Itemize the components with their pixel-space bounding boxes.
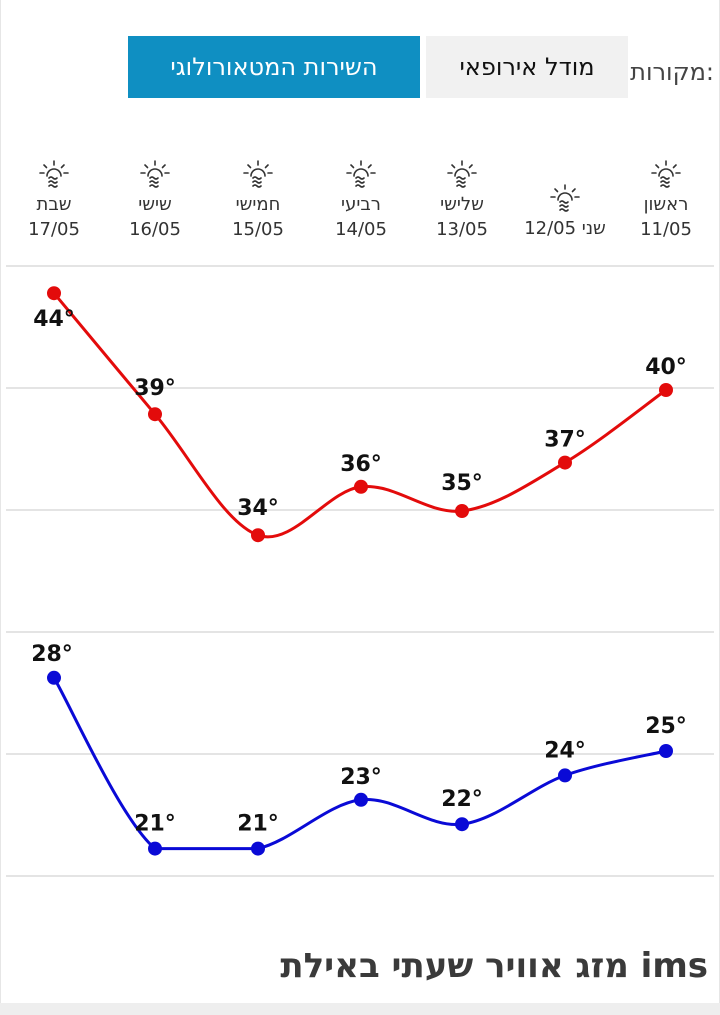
high-temp-point[interactable] <box>455 504 469 518</box>
low-temp-point[interactable] <box>354 792 368 807</box>
high-temp-point[interactable] <box>148 407 162 422</box>
source-ims-button[interactable]: השירות המטאורולוגי <box>128 36 420 98</box>
day-name: חמישי <box>235 194 281 215</box>
high-temp-point[interactable] <box>558 455 572 470</box>
day-date: 11/05 <box>640 219 692 240</box>
high-temp-label: 36° <box>340 452 382 477</box>
day-date: 13/05 <box>436 219 488 240</box>
day-column: שלישי 13/05 <box>410 158 514 240</box>
high-temp-point[interactable] <box>354 479 368 494</box>
sun-haze-icon <box>550 184 580 212</box>
day-column: שבת 17/05 <box>2 158 106 240</box>
sun-haze-icon <box>651 160 681 188</box>
sun-haze-icon <box>346 160 376 188</box>
day-name: שלישי <box>440 194 484 215</box>
day-date: 16/05 <box>129 219 181 240</box>
low-temp-point[interactable] <box>47 670 61 685</box>
low-temp-label: 28° <box>31 642 73 667</box>
high-temp-label: 40° <box>645 355 687 380</box>
low-temp-label: 25° <box>645 714 687 739</box>
day-name: שישי <box>138 194 172 215</box>
low-temp-point[interactable] <box>455 817 469 832</box>
day-name: רביעי <box>341 194 381 215</box>
day-date: 15/05 <box>232 219 284 240</box>
day-column: ראשון 11/05 <box>614 158 718 240</box>
temperature-chart: 40° 37° 35° 36° 34° 39° 44° 25° 24° 22° 23° 21° 21° 2… <box>6 265 714 877</box>
sources-selector: מקורות: מודל אירופאי השירות המטאורולוגי <box>0 36 720 98</box>
low-temp-point[interactable] <box>148 841 162 856</box>
low-temp-label: 22° <box>441 787 483 812</box>
low-temp-point[interactable] <box>558 768 572 783</box>
day-date: 14/05 <box>335 219 387 240</box>
high-temp-point[interactable] <box>659 383 673 397</box>
high-temp-line <box>52 292 667 539</box>
high-temp-label: 35° <box>441 471 483 496</box>
low-temp-label: 21° <box>134 812 176 837</box>
day-name: שני <box>581 218 606 239</box>
sun-haze-icon <box>447 160 477 188</box>
high-temp-label: 44° <box>33 307 75 332</box>
day-column: רביעי 14/05 <box>309 158 413 240</box>
high-temp-label: 37° <box>544 428 586 453</box>
sun-haze-icon <box>140 160 170 188</box>
frame-left-edge <box>0 0 1 1015</box>
sun-haze-icon <box>39 160 69 188</box>
day-name: שבת <box>36 194 72 215</box>
sun-haze-icon <box>243 160 273 188</box>
bottom-strip <box>0 1003 720 1015</box>
high-temp-label: 39° <box>134 376 176 401</box>
low-temp-label: 24° <box>544 738 586 763</box>
high-temp-point[interactable] <box>251 528 265 543</box>
day-column: שישי 16/05 <box>103 158 207 240</box>
low-temp-point[interactable] <box>251 841 265 856</box>
sources-label: מקורות: <box>630 58 714 86</box>
source-european-model-button[interactable]: מודל אירופאי <box>426 36 628 98</box>
day-column: חמישי 15/05 <box>206 158 310 240</box>
low-temp-point[interactable] <box>659 744 673 758</box>
day-label: שני 12/05 <box>513 218 617 239</box>
page-title: מזג אוויר שעתי באילת ims <box>280 946 708 986</box>
low-temp-label: 21° <box>237 812 279 837</box>
high-temp-label: 34° <box>237 496 279 521</box>
day-date: 12/05 <box>524 218 577 239</box>
day-column: שני 12/05 <box>513 182 617 239</box>
low-temp-label: 23° <box>340 765 382 790</box>
high-temp-point[interactable] <box>47 286 61 301</box>
day-date: 17/05 <box>28 219 80 240</box>
day-name: ראשון <box>643 194 689 215</box>
